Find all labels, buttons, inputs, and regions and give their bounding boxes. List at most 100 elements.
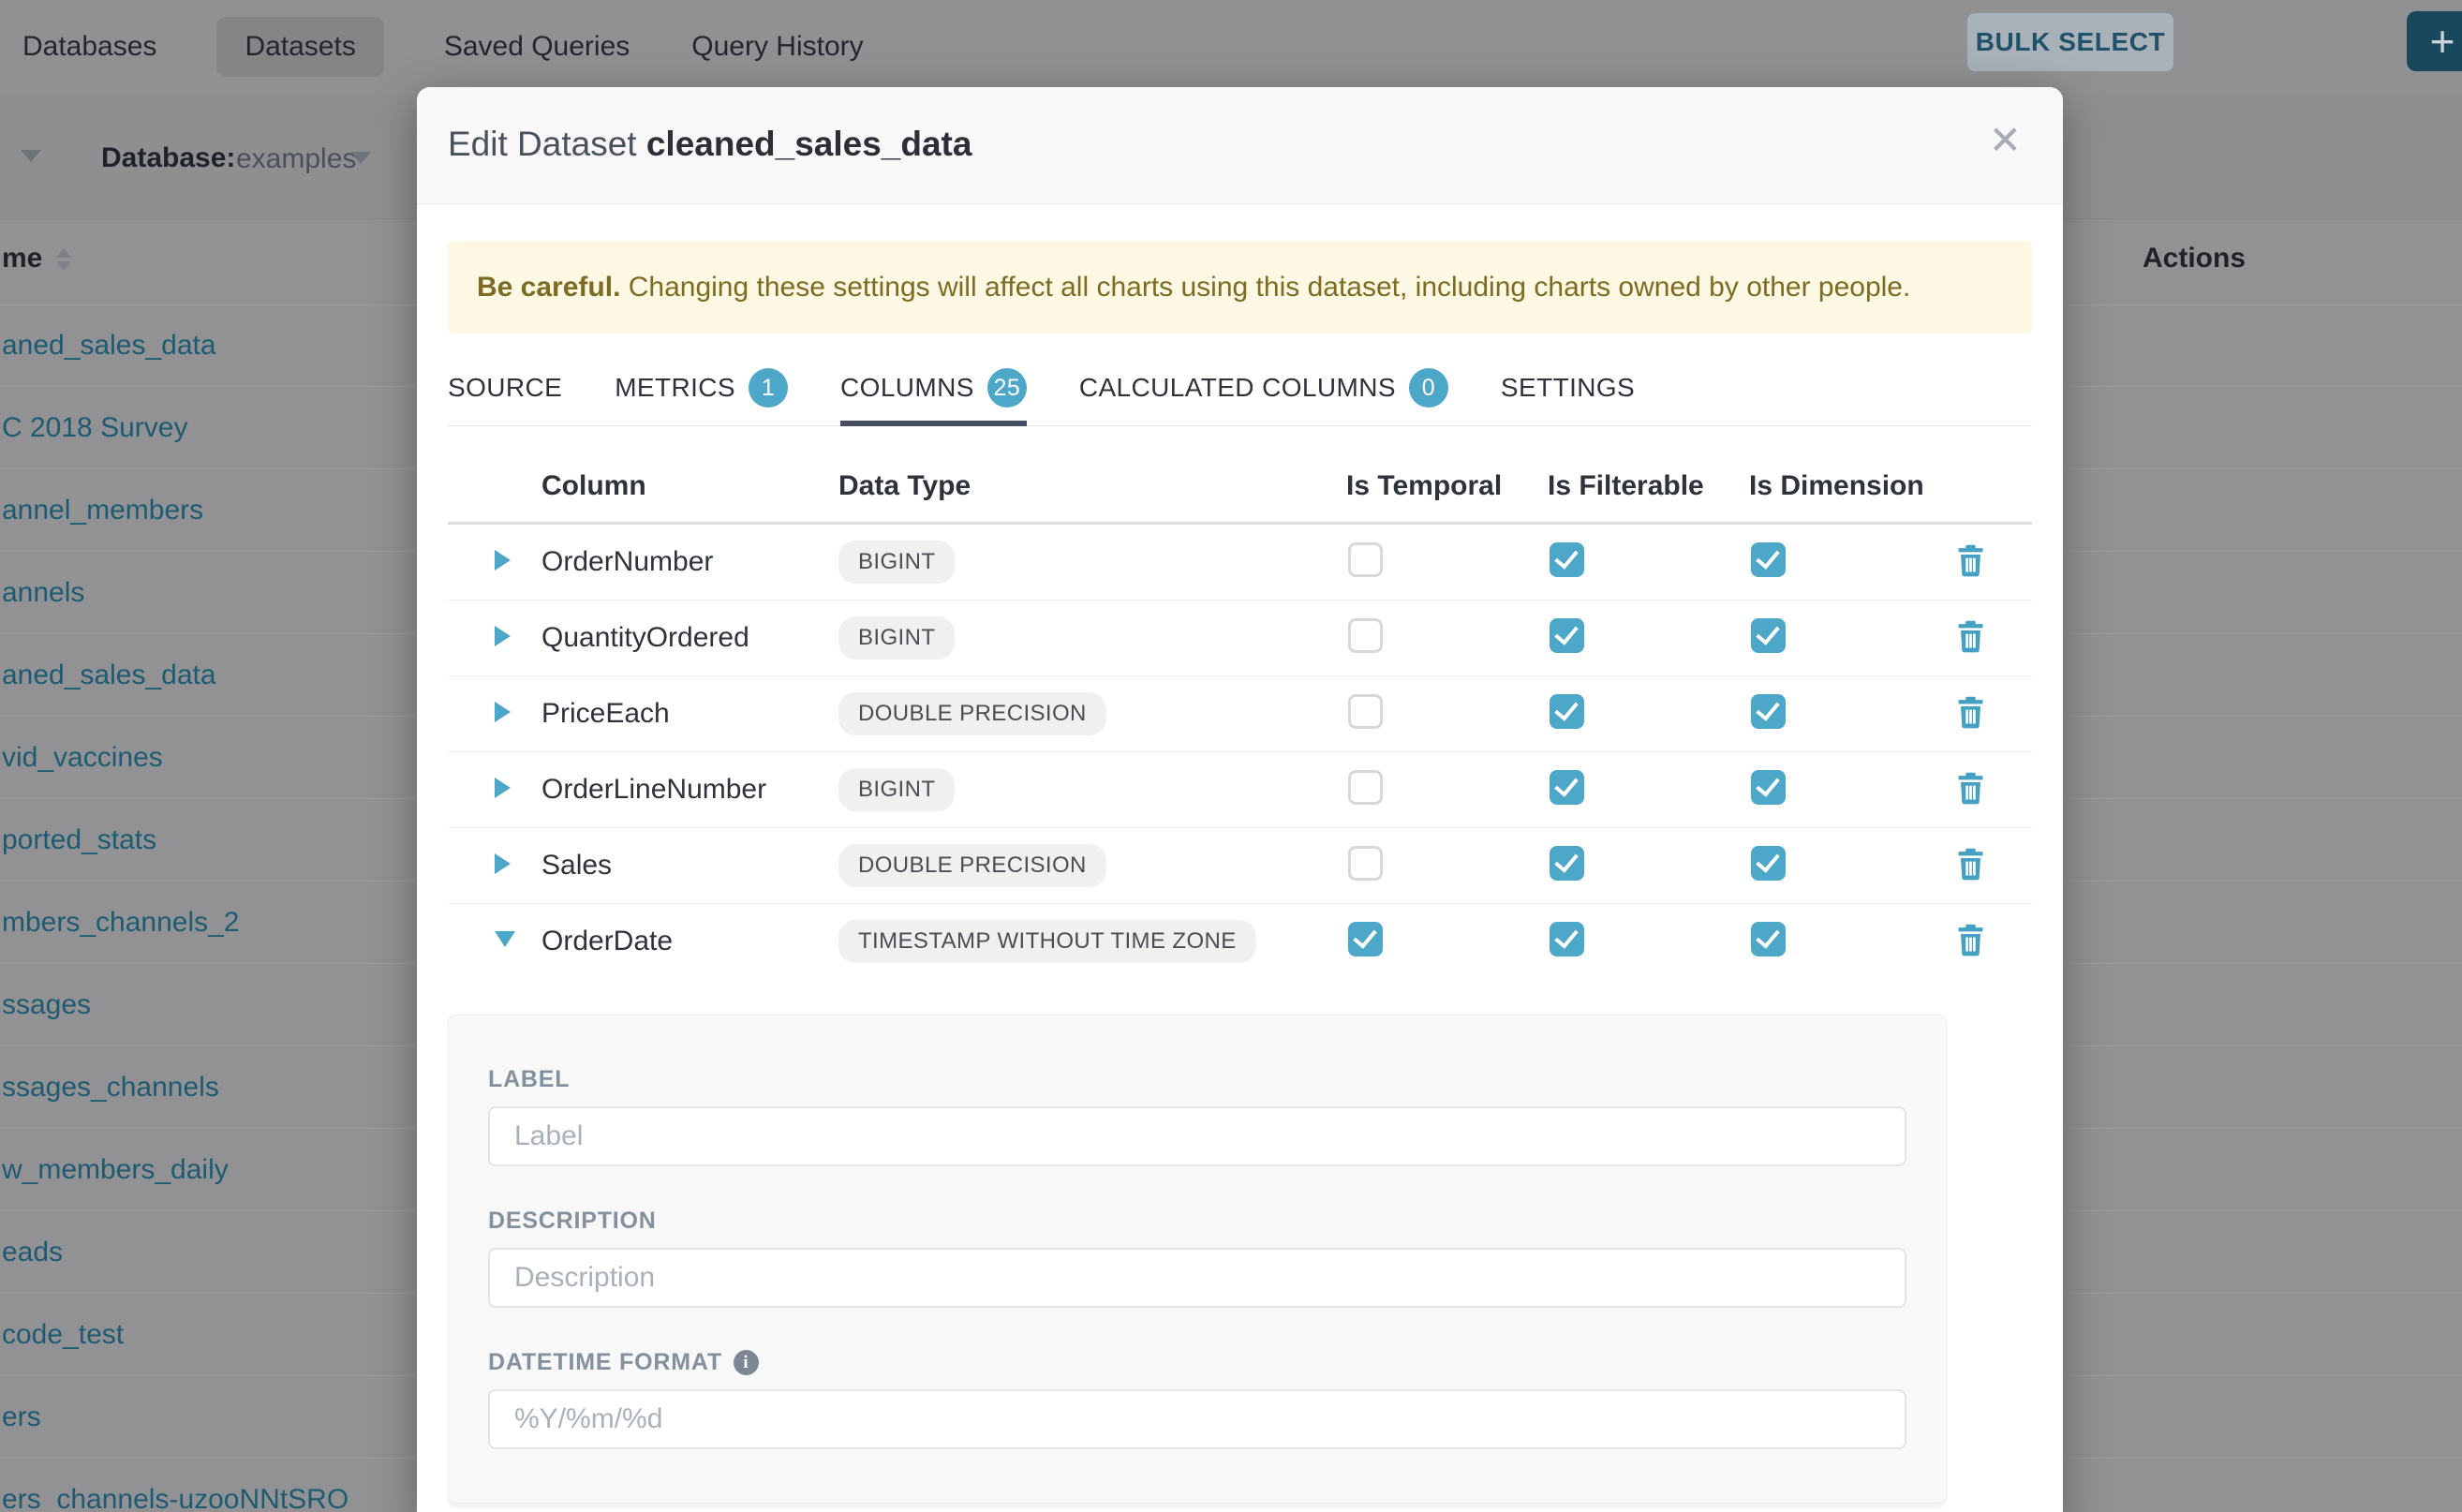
data-type-pill: DOUBLE PRECISION [838,844,1106,887]
column-name: QuantityOrdered [541,622,749,653]
dataset-link[interactable]: mbers_channels_2 [2,906,240,938]
column-name: Sales [541,850,613,881]
chevron-down-icon[interactable] [21,150,41,162]
nav-tab-databases[interactable]: Databases [22,31,157,62]
column-name: PriceEach [541,698,670,729]
chevron-down-icon[interactable] [350,152,371,164]
column-row: OrderNumber BIGINT [448,525,2032,600]
column-row: QuantityOrdered BIGINT [448,600,2032,676]
sort-icon[interactable] [56,248,71,271]
column-name: OrderDate [541,926,674,956]
dataset-link[interactable]: C 2018 Survey [2,411,188,443]
delete-column-icon[interactable] [1955,543,1986,577]
add-dataset-button[interactable]: + [2407,11,2462,71]
modal-header: Edit Dataset cleaned_sales_data ✕ [417,87,2063,204]
name-column-header[interactable]: me [2,243,43,274]
column-name: OrderNumber [541,546,714,577]
tab-label: SOURCE [448,373,563,402]
dataset-link[interactable]: ported_stats [2,823,157,855]
column-row: OrderDate TIMESTAMP WITHOUT TIME ZONE [448,904,2032,979]
data-type-pill: TIMESTAMP WITHOUT TIME ZONE [838,920,1256,963]
description-input[interactable] [488,1248,1906,1308]
nav-tab-query-history[interactable]: Query History [691,31,864,62]
dataset-link[interactable]: eads [2,1236,64,1267]
bulk-select-button[interactable]: BULK SELECT [1967,13,2173,71]
column-row: OrderLineNumber BIGINT [448,752,2032,828]
dataset-link[interactable]: vid_vaccines [2,741,163,773]
dataset-link[interactable]: ssages [2,988,92,1020]
columns-table-header: Column Data Type Is Temporal Is Filterable I… [448,451,2032,525]
plus-icon: + [2429,17,2455,66]
delete-column-icon[interactable] [1955,923,1986,956]
expand-caret-icon[interactable] [495,701,511,722]
is-dimension-checkbox[interactable] [1751,770,1786,805]
database-filter-value[interactable]: examples [236,143,357,174]
dataset-link[interactable]: code_test [2,1318,125,1350]
column-name: OrderLineNumber [541,774,767,805]
label-field-group: LABEL [488,1066,1906,1166]
tab-columns[interactable]: COLUMNS 25 [840,350,1027,426]
is-filterable-checkbox[interactable] [1550,694,1584,729]
is-filterable-checkbox[interactable] [1550,922,1584,956]
tab-label: SETTINGS [1500,373,1636,402]
nav-tab-datasets[interactable]: Datasets [216,17,384,77]
description-field-group: DESCRIPTION [488,1208,1906,1308]
is-filterable-checkbox[interactable] [1550,618,1584,653]
is-temporal-checkbox[interactable] [1348,922,1383,956]
tab-settings[interactable]: SETTINGS [1501,350,1635,425]
delete-column-icon[interactable] [1955,771,1986,805]
expand-caret-icon[interactable] [495,549,511,571]
dataset-link[interactable]: aned_sales_data [2,329,216,361]
is-temporal-checkbox[interactable] [1348,770,1383,805]
dataset-link[interactable]: ers [2,1401,41,1432]
delete-column-icon[interactable] [1955,619,1986,653]
is-dimension-checkbox[interactable] [1751,922,1786,956]
dataset-link[interactable]: annel_members [2,494,204,526]
collapse-caret-icon[interactable] [495,931,515,947]
is-dimension-checkbox[interactable] [1751,618,1786,653]
expand-caret-icon[interactable] [495,852,511,874]
expand-caret-icon[interactable] [495,777,511,798]
modal-tabs: SOURCE METRICS 1 COLUMNS 25 CALCULATED COLUMN… [448,350,2032,426]
dataset-row: ers_channels-uzooNNtSRO [0,1459,2462,1512]
is-temporal-checkbox[interactable] [1348,618,1383,653]
dataset-link[interactable]: aned_sales_data [2,659,216,690]
dataset-link[interactable]: w_members_daily [2,1153,229,1185]
close-icon[interactable]: ✕ [1988,118,2022,162]
data-type-pill: BIGINT [838,541,956,584]
tab-metrics[interactable]: METRICS 1 [615,350,789,425]
is-dimension-checkbox[interactable] [1751,542,1786,577]
datetime-format-input[interactable] [488,1389,1906,1449]
tab-label: COLUMNS [840,373,974,402]
is-temporal-checkbox[interactable] [1348,694,1383,729]
is-dimension-checkbox[interactable] [1751,694,1786,729]
is-temporal-checkbox[interactable] [1348,542,1383,577]
column-header-is-temporal: Is Temporal [1346,470,1503,501]
expand-caret-icon[interactable] [495,625,511,646]
tab-source[interactable]: SOURCE [448,350,562,425]
delete-column-icon[interactable] [1955,695,1986,729]
column-header-is-filterable: Is Filterable [1548,470,1704,501]
tab-calculated-columns[interactable]: CALCULATED COLUMNS 0 [1079,350,1448,425]
column-row: PriceEach DOUBLE PRECISION [448,676,2032,752]
dataset-link[interactable]: ssages_channels [2,1071,219,1103]
column-detail-panel: LABEL DESCRIPTION DATETIME FORMAT i [448,1015,1947,1504]
nav-tab-saved-queries[interactable]: Saved Queries [443,31,630,62]
info-icon[interactable]: i [733,1350,759,1375]
label-input[interactable] [488,1106,1906,1166]
dataset-name: cleaned_sales_data [645,125,972,163]
database-filter-label: Database: [101,142,236,173]
is-filterable-checkbox[interactable] [1550,770,1584,805]
data-type-pill: DOUBLE PRECISION [838,692,1106,735]
data-type-pill: BIGINT [838,616,956,660]
is-temporal-checkbox[interactable] [1348,846,1383,881]
is-filterable-checkbox[interactable] [1550,846,1584,881]
modal-title: Edit Dataset cleaned_sales_data [448,125,972,163]
dataset-link[interactable]: ers_channels-uzooNNtSRO [2,1483,349,1512]
dataset-link[interactable]: annels [2,576,85,608]
column-row: Sales DOUBLE PRECISION [448,828,2032,904]
is-dimension-checkbox[interactable] [1751,846,1786,881]
is-filterable-checkbox[interactable] [1550,542,1584,577]
delete-column-icon[interactable] [1955,847,1986,881]
tab-count-badge: 25 [986,368,1027,408]
